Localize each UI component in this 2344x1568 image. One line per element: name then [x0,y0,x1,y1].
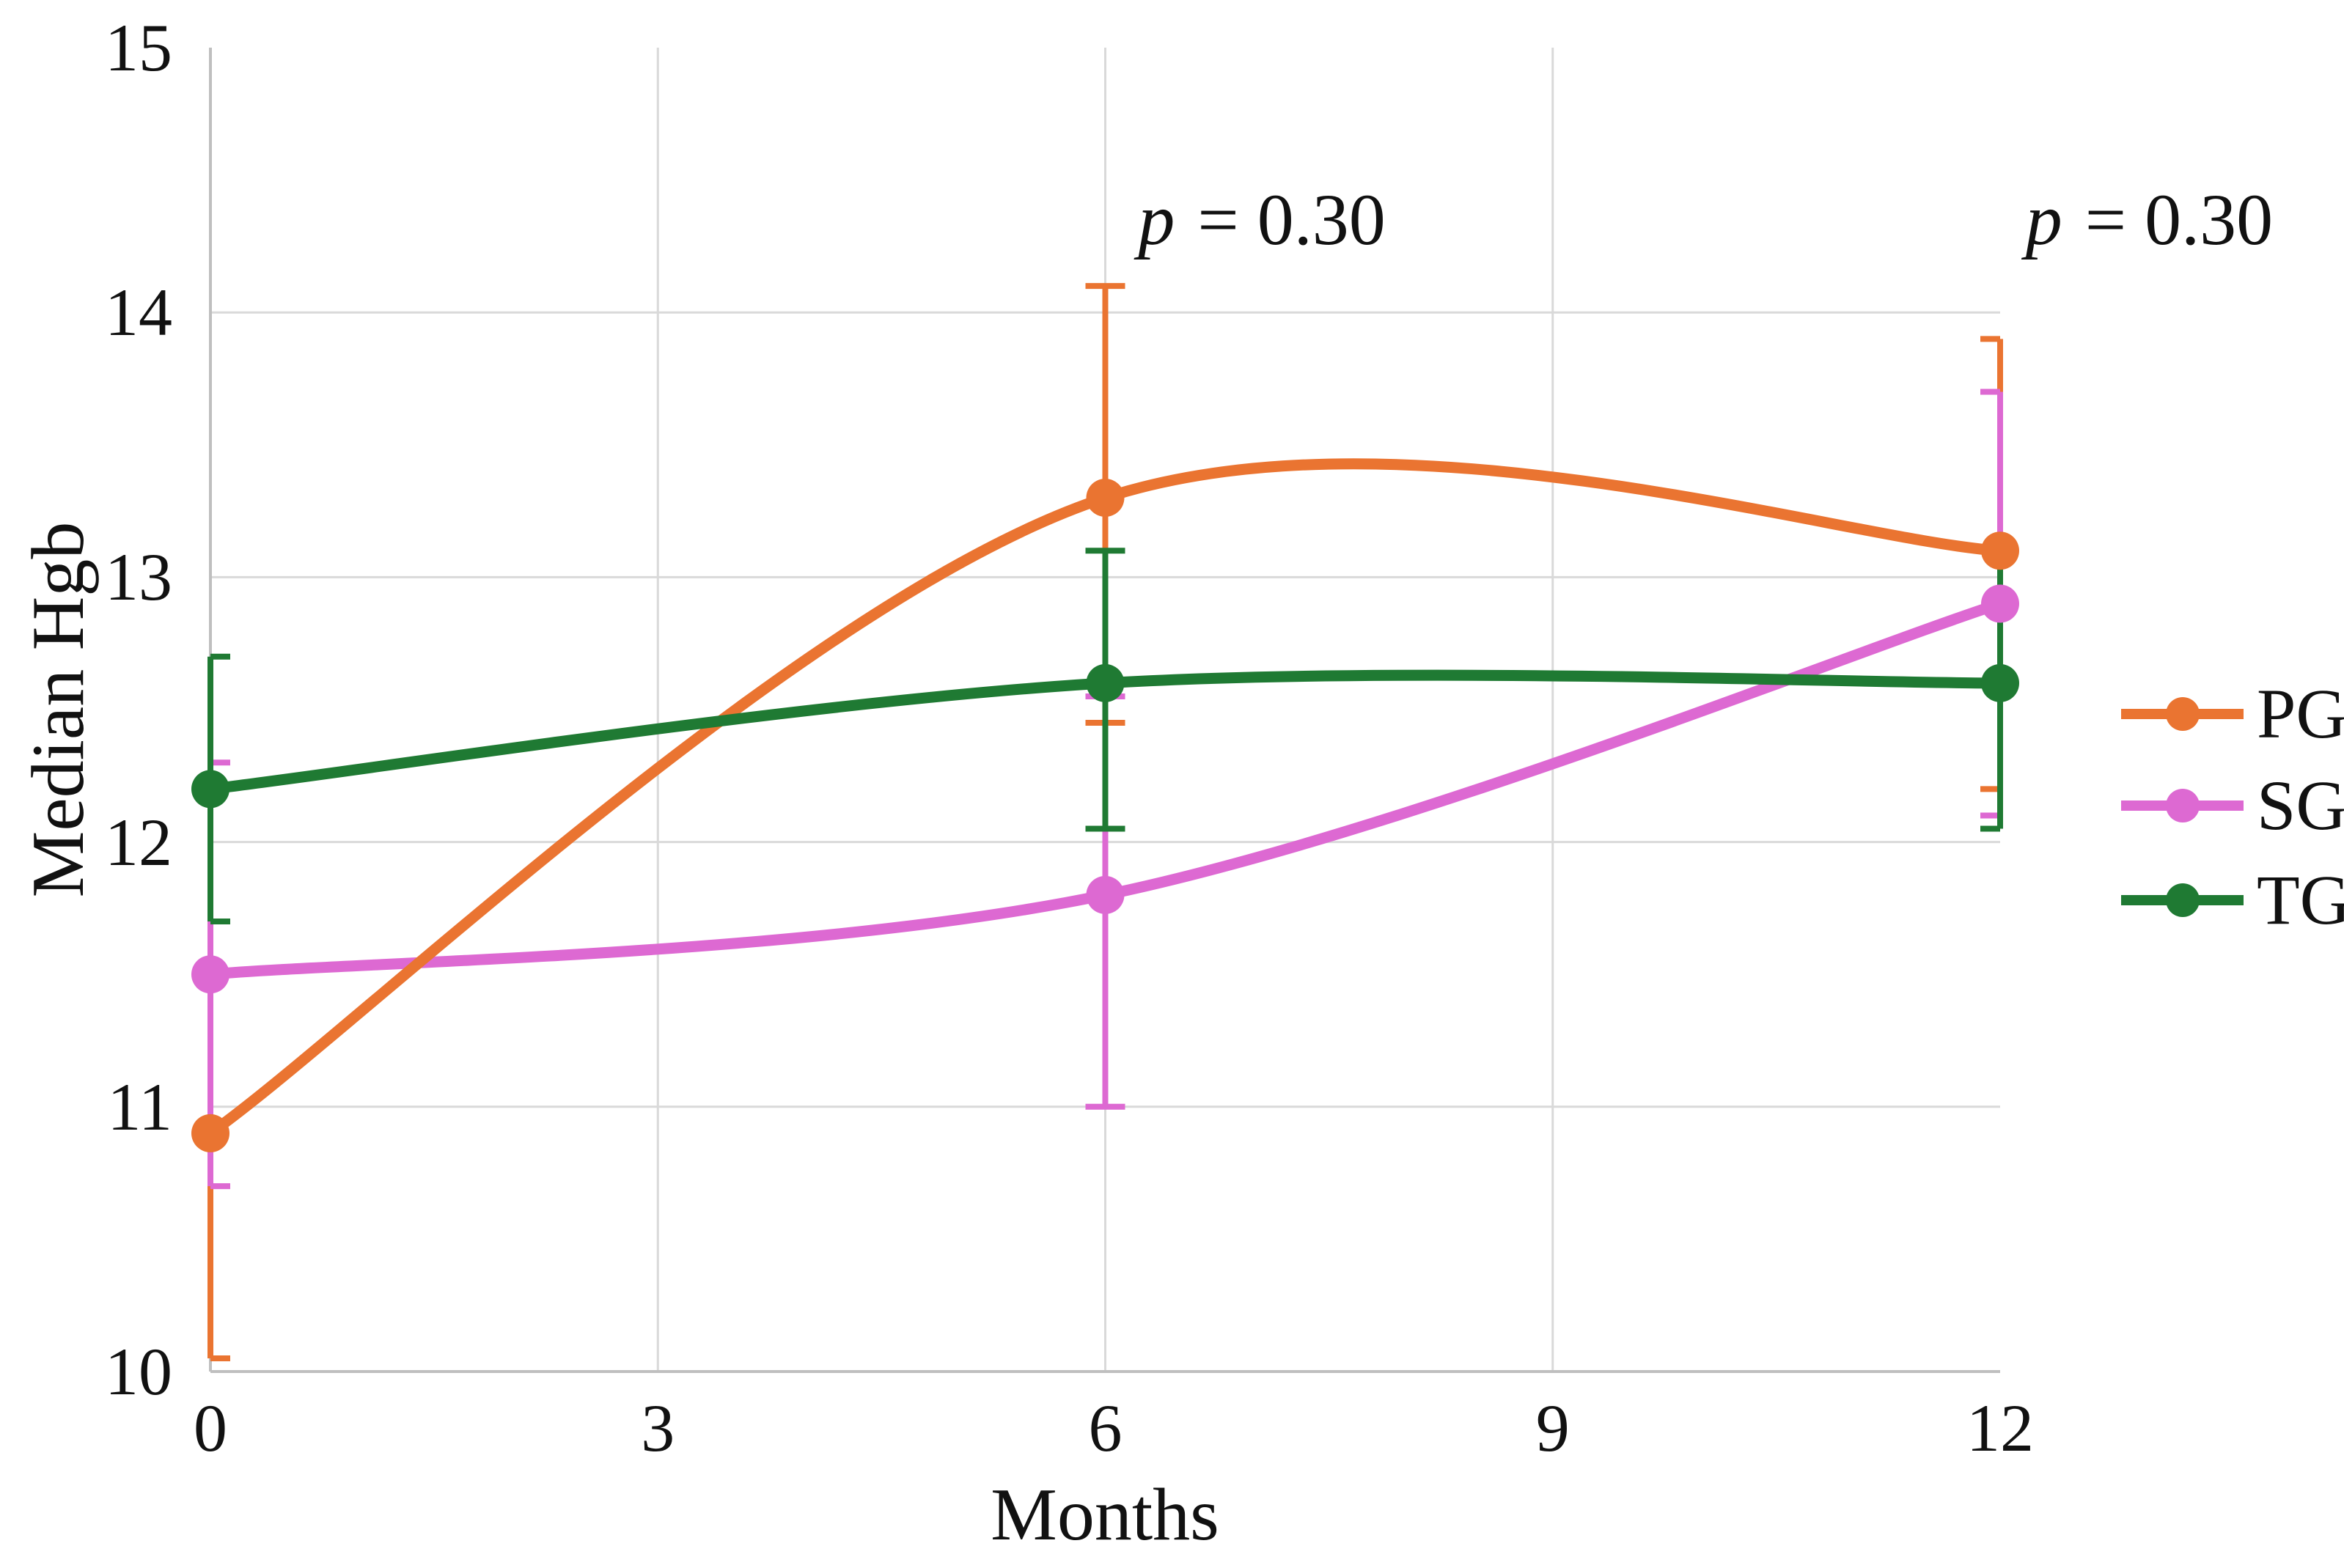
legend-label-TG: TG [2257,861,2344,939]
legend-marker-PG [2166,697,2200,731]
x-tick-label-9: 9 [1535,1391,1570,1465]
x-tick-label-6: 6 [1088,1391,1123,1465]
marker-PG-month-0 [191,1114,229,1152]
y-tick-label-14: 14 [105,275,172,350]
marker-SG-month-12 [1981,584,2019,623]
marker-SG-month-0 [191,955,229,994]
y-tick-label-11: 11 [107,1069,172,1144]
x-tick-label-0: 0 [194,1391,227,1465]
marker-TG-month-12 [1981,663,2019,702]
marker-PG-month-6 [1086,479,1125,518]
x-axis-title: Months [991,1473,1219,1556]
y-tick-label-10: 10 [105,1334,172,1409]
y-tick-label-15: 15 [105,10,172,85]
legend-marker-SG [2166,789,2200,822]
p-value-annotation-2: p = 0.30 [2025,178,2274,260]
x-tick-label-3: 3 [641,1391,675,1465]
y-tick-label-13: 13 [105,540,172,615]
legend-label-PG: PG [2257,674,2344,753]
marker-TG-month-6 [1086,663,1125,702]
marker-SG-month-6 [1086,875,1125,914]
legend-marker-TG [2166,883,2200,917]
series-line-PG [205,458,2006,1139]
p-value-annotation-1: p = 0.30 [1138,178,1386,260]
marker-TG-month-0 [191,770,229,809]
marker-PG-month-12 [1981,531,2019,570]
x-tick-label-12: 12 [1966,1391,2034,1465]
y-tick-label-12: 12 [105,804,172,880]
legend-label-SG: SG [2257,766,2344,844]
